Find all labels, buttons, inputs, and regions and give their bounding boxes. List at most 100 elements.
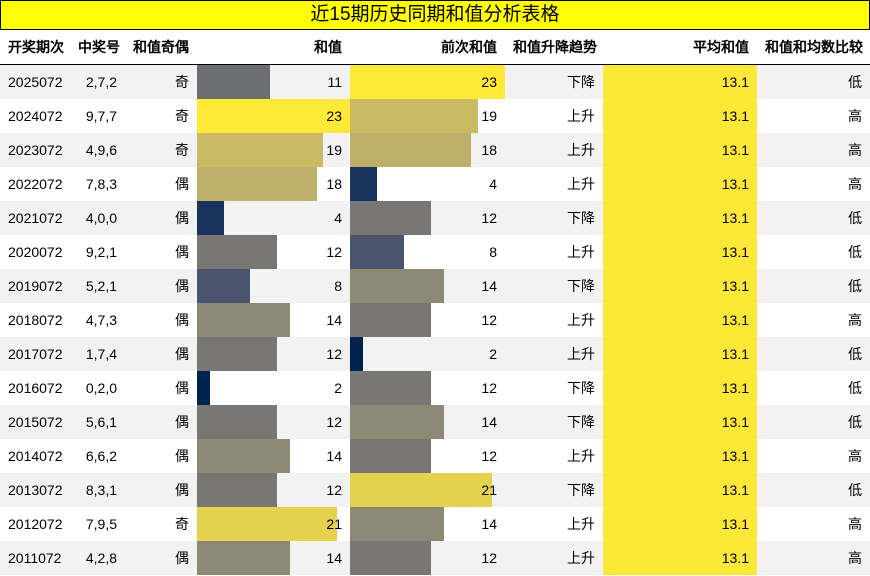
table-cell: 上升 [567, 312, 595, 328]
data-bar [197, 371, 211, 405]
table-cell: 2014072 [8, 448, 63, 464]
table-cell: 13.1 [721, 74, 749, 90]
table-cell: 11 [327, 74, 342, 90]
table-cell: 13.1 [721, 312, 749, 328]
table-cell: 偶 [175, 244, 189, 260]
table-cell: 高 [848, 108, 862, 124]
table-cell: 13.1 [721, 550, 749, 566]
table-cell: 13.1 [721, 380, 749, 396]
table-cell: 6,6,2 [85, 448, 117, 464]
table-cell: 下降 [567, 380, 595, 396]
table-cell: 上升 [567, 516, 595, 532]
average-highlight [603, 337, 757, 371]
table-cell: 4 [489, 176, 497, 192]
table-title: 近15期历史同期和值分析表格 [0, 0, 870, 30]
table-cell: 偶 [175, 550, 189, 566]
data-bar [350, 269, 445, 303]
table-cell: 偶 [175, 176, 189, 192]
table-cell: 低 [848, 278, 862, 294]
table-cell: 14 [481, 414, 497, 430]
table-cell: 4,7,3 [85, 312, 117, 328]
table-cell: 偶 [175, 380, 189, 396]
average-highlight [603, 201, 757, 235]
table-cell: 4,0,0 [85, 210, 117, 226]
table-cell: 14 [326, 448, 342, 464]
data-bar [350, 473, 492, 507]
table-cell: 偶 [175, 414, 189, 430]
table-cell: 4,9,6 [85, 142, 117, 158]
table-cell: 下降 [567, 210, 595, 226]
average-highlight [603, 303, 757, 337]
table-cell: 上升 [567, 244, 595, 260]
header-cell: 和值 [314, 39, 342, 55]
data-bar [197, 405, 277, 439]
table-cell: 14 [326, 312, 342, 328]
table-cell: 14 [326, 550, 342, 566]
table-cell: 奇 [175, 142, 189, 158]
table-cell: 下降 [567, 278, 595, 294]
header-rule [0, 64, 870, 65]
header-cell: 和值奇偶 [133, 39, 189, 55]
table-cell: 7,8,3 [85, 176, 117, 192]
table-cell: 偶 [175, 448, 189, 464]
table-cell: 18 [326, 176, 342, 192]
header-cell: 中奖号 [78, 39, 120, 55]
table-cell: 奇 [175, 74, 189, 90]
table-cell: 低 [848, 482, 862, 498]
average-highlight [603, 269, 757, 303]
table-cell: 偶 [175, 210, 189, 226]
data-bar [350, 303, 431, 337]
table-cell: 23 [326, 108, 342, 124]
table-cell: 8 [334, 278, 342, 294]
data-bar [197, 99, 350, 133]
table-cell: 13.1 [721, 414, 749, 430]
average-highlight [603, 99, 757, 133]
table-cell: 13.1 [721, 244, 749, 260]
table-cell: 下降 [567, 482, 595, 498]
table-cell: 12 [481, 380, 497, 396]
table-cell: 2021072 [8, 210, 63, 226]
table-cell: 高 [848, 142, 862, 158]
table-cell: 12 [326, 414, 342, 430]
table-cell: 高 [848, 312, 862, 328]
data-bar [197, 337, 277, 371]
header-cell: 开奖期次 [8, 39, 64, 55]
table-cell: 4 [334, 210, 342, 226]
data-bar [350, 167, 377, 201]
table-cell: 高 [848, 448, 862, 464]
average-highlight [603, 133, 757, 167]
table-cell: 14 [481, 516, 497, 532]
data-bar [197, 167, 317, 201]
table-cell: 2024072 [8, 108, 63, 124]
table-cell: 13.1 [721, 448, 749, 464]
table-cell: 23 [481, 74, 497, 90]
data-bar [197, 507, 337, 541]
table-cell: 13.1 [721, 516, 749, 532]
table-cell: 奇 [175, 516, 189, 532]
table-cell: 9,2,1 [85, 244, 117, 260]
table-cell: 2016072 [8, 380, 63, 396]
table-cell: 高 [848, 176, 862, 192]
table-cell: 2013072 [8, 482, 63, 498]
data-bar [197, 201, 224, 235]
table-cell: 13.1 [721, 142, 749, 158]
data-bar [197, 133, 324, 167]
table-cell: 13.1 [721, 346, 749, 362]
table-cell: 偶 [175, 312, 189, 328]
average-highlight [603, 439, 757, 473]
table-cell: 13.1 [721, 210, 749, 226]
table-cell: 上升 [567, 108, 595, 124]
table-cell: 偶 [175, 346, 189, 362]
data-bar [350, 133, 472, 167]
table-cell: 高 [848, 516, 862, 532]
table-cell: 13.1 [721, 278, 749, 294]
table-cell: 12 [481, 550, 497, 566]
table-cell: 8,3,1 [85, 482, 117, 498]
header-cell: 平均和值 [693, 39, 749, 55]
table-cell: 12 [481, 448, 497, 464]
table-cell: 偶 [175, 482, 189, 498]
average-highlight [603, 405, 757, 439]
table-cell: 2012072 [8, 516, 63, 532]
table-cell: 偶 [175, 278, 189, 294]
